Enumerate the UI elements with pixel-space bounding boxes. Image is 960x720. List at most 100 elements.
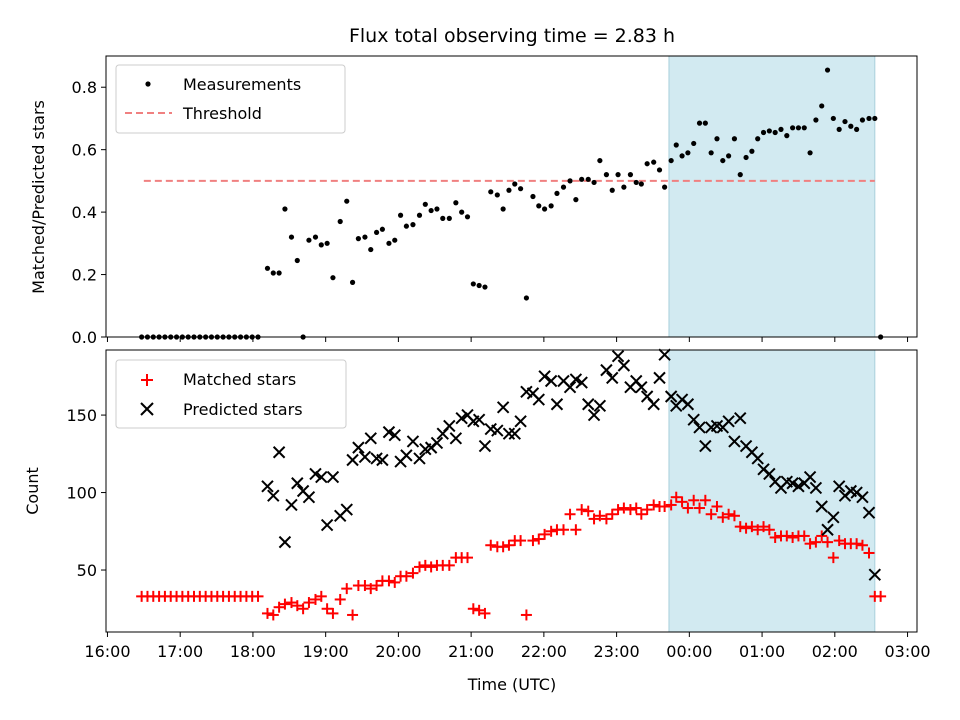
matched-star-point: [781, 530, 793, 542]
predicted-star-point: [261, 480, 274, 493]
y-tick-label: 0.0: [72, 328, 97, 347]
matched-star-point: [787, 531, 799, 543]
measurement-point: [470, 281, 476, 287]
measurement-point: [696, 120, 703, 126]
x-tick-label: 02:00: [812, 642, 858, 661]
measurement-point: [772, 129, 778, 136]
matched-star-point: [389, 576, 401, 588]
measurement-point: [621, 184, 627, 190]
predicted-star-point: [358, 450, 372, 464]
predicted-star-point: [346, 453, 359, 467]
matched-star-point: [520, 609, 532, 621]
matched-star-point: [746, 521, 758, 533]
measurement-point: [276, 270, 282, 276]
measurement-point: [386, 240, 392, 246]
matched-star-point: [503, 539, 515, 551]
matched-star-point: [676, 496, 688, 508]
matched-star-point: [315, 590, 327, 602]
legend-threshold-label: Threshold: [182, 104, 262, 123]
measurement-point: [615, 172, 621, 178]
matched-star-point: [648, 499, 660, 511]
measurement-point: [579, 176, 585, 182]
predicted-star-point: [278, 535, 292, 549]
matched-star-point: [407, 567, 419, 579]
predicted-star-point: [514, 415, 527, 428]
matched-star-point: [303, 597, 315, 609]
predicted-star-point: [388, 429, 401, 442]
measurement-point: [312, 234, 319, 240]
matched-star-point: [359, 580, 371, 592]
predicted-star-point: [815, 500, 828, 513]
predicted-star-point: [285, 498, 298, 512]
matched-star-point: [321, 603, 333, 615]
predicted-star-point: [693, 421, 706, 434]
matched-star-point: [606, 508, 618, 520]
predicted-star-point: [600, 363, 613, 377]
matched-star-point: [723, 508, 735, 520]
predicted-star-point: [699, 439, 712, 453]
matched-star-point: [624, 504, 636, 516]
legend-predicted-label: Predicted stars: [183, 400, 303, 419]
measurement-point: [422, 201, 428, 207]
predicted-star-point: [821, 523, 834, 536]
legend-measurements-marker: [145, 81, 151, 87]
measurement-point: [282, 206, 288, 212]
measurement-point: [790, 125, 796, 131]
matched-star-point: [740, 522, 752, 534]
top-y-ticks: 0.0 0.2 0.4 0.6 0.8: [72, 78, 106, 347]
measurement-point: [848, 123, 854, 129]
bottom-y-axis-label: Count: [23, 467, 42, 515]
matched-star-point: [564, 508, 576, 520]
measurement-point: [819, 103, 825, 109]
measurement-point: [288, 234, 295, 240]
y-tick-label: 0.2: [72, 266, 97, 285]
matched-star-point: [875, 590, 887, 602]
legend-predicted-marker: [140, 402, 154, 416]
predicted-star-point: [786, 477, 799, 490]
top-legend: Measurements Threshold: [115, 64, 346, 134]
matched-star-point: [758, 521, 770, 533]
matched-star-point: [327, 607, 339, 619]
measurement-point: [344, 198, 350, 204]
x-tick-label: 21:00: [448, 642, 494, 661]
x-tick-label: 18:00: [230, 642, 276, 661]
y-tick-label: 0.6: [72, 141, 97, 160]
predicted-star-point: [544, 374, 558, 388]
measurement-point: [330, 275, 336, 281]
bottom-axes-frame: [105, 349, 918, 633]
bottom-x-ticks: 16:00 17:00 18:00 19:00 20:00 21:00 22:00 23:00…: [84, 632, 931, 661]
measurement-point: [554, 190, 560, 196]
measurement-point: [500, 206, 506, 212]
bottom-panel-marks: [136, 348, 887, 621]
matched-star-point: [285, 597, 297, 609]
measurement-point: [362, 234, 368, 240]
measurement-point: [373, 229, 380, 236]
predicted-star-point: [406, 435, 420, 448]
matched-star-point: [728, 510, 740, 522]
measurement-point: [337, 218, 343, 225]
matched-star-point: [485, 539, 497, 551]
predicted-star-point: [364, 432, 377, 445]
measurement-point: [464, 214, 471, 220]
measurement-point: [807, 150, 813, 156]
measurement-point: [591, 179, 597, 186]
matched-star-point: [419, 559, 431, 571]
measurement-point: [392, 237, 398, 243]
predicted-star-point: [611, 349, 625, 363]
measurement-point: [603, 172, 610, 178]
measurement-point: [731, 136, 738, 142]
predicted-star-point: [856, 490, 869, 504]
measurement-point: [859, 117, 866, 123]
predicted-star-point: [538, 370, 551, 383]
matched-star-point: [497, 541, 509, 553]
predicted-star-point: [455, 411, 468, 425]
predicted-star-point: [449, 432, 463, 445]
measurement-point: [737, 172, 743, 178]
matched-star-point: [545, 525, 557, 537]
matched-star-point: [267, 609, 279, 621]
bottom-legend-box: [115, 359, 347, 429]
matched-star-point: [261, 607, 273, 619]
predicted-star-point: [400, 449, 413, 462]
matched-star-point: [539, 528, 551, 540]
